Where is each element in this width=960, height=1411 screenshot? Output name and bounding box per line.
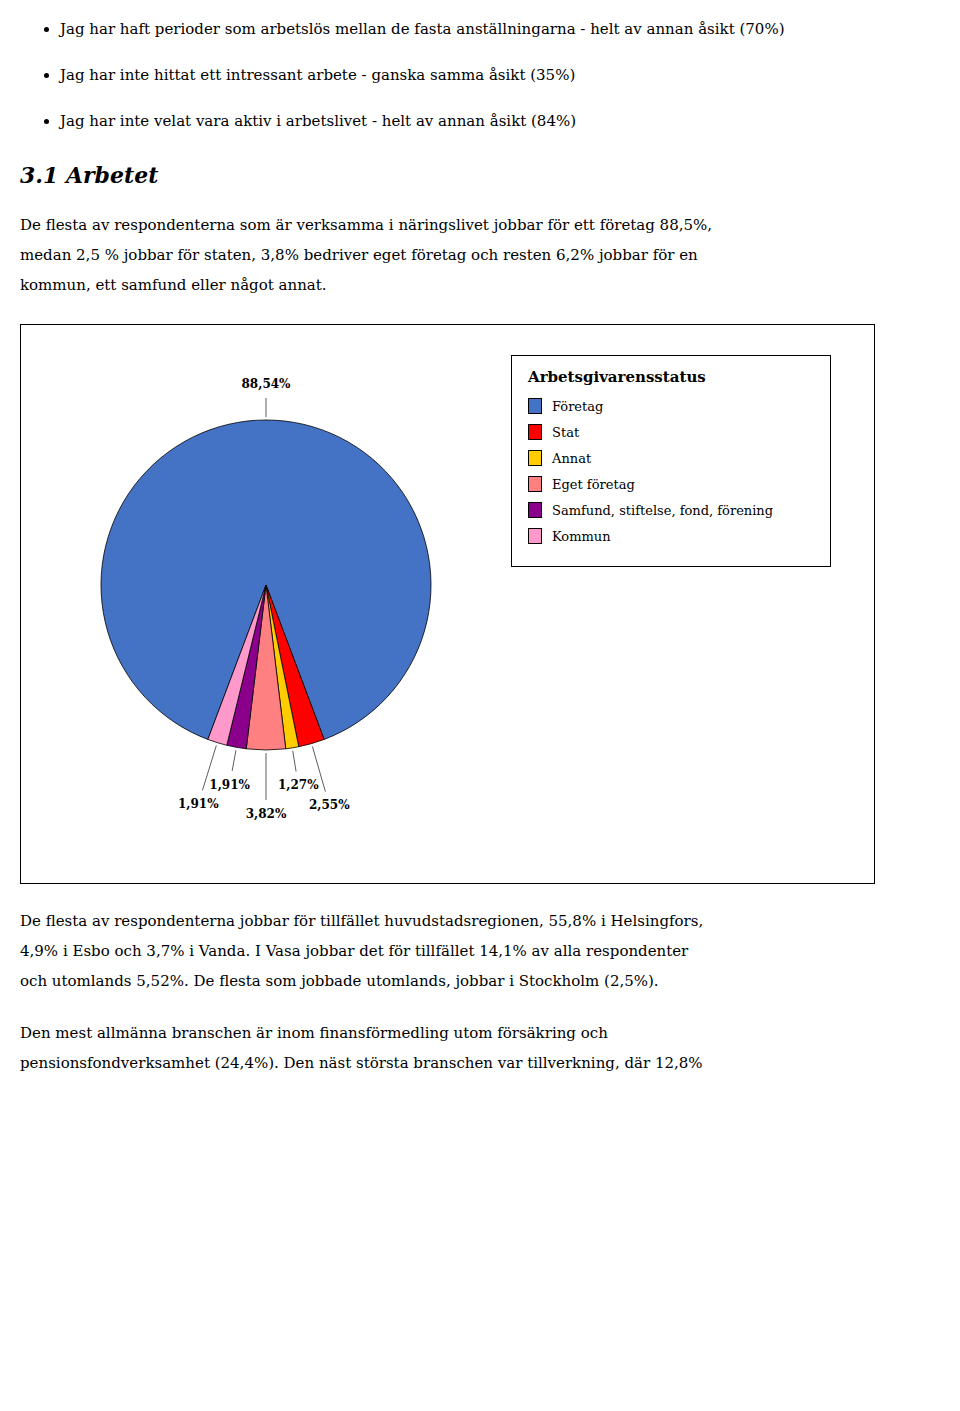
html-text:Samfund, stiftelse, fond, före: Samfund, stiftelse, fond, förening (552, 502, 774, 518)
html-text:pensionsfondverksamhet (24,4%): pensionsfondverksamhet (24,4%). Den näst… (20, 1054, 703, 1072)
html-text:Den mest allmänna branschen är: Den mest allmänna branschen är inom fina… (20, 1024, 608, 1042)
html-text:Jag har inte velat vara aktiv: Jag har inte velat vara aktiv i arbetsli… (60, 112, 577, 130)
html-text:Företag: Företag (552, 398, 604, 414)
html-text:Arbetsgivarensstatus: Arbetsgivarensstatus (528, 368, 706, 386)
html-text:Stat: Stat (552, 424, 580, 440)
html-text:medan 2,5 % jobbar för staten,: medan 2,5 % jobbar för staten, 3,8% bedr… (20, 246, 698, 264)
html-text:3.1 Arbetet: 3.1 Arbetet (20, 162, 159, 188)
html-text:De flesta av respondenterna so: De flesta av respondenterna som är verks… (20, 216, 712, 234)
svg-text:1,91%: 1,91% (178, 797, 219, 811)
svg-text:3,82%: 3,82% (246, 807, 287, 821)
svg-text:2,55%: 2,55% (309, 798, 350, 812)
svg-text:1,27%: 1,27% (278, 778, 319, 792)
html-text:kommun, ett samfund eller någo: kommun, ett samfund eller något annat. (20, 276, 327, 294)
html-text:4,9% i Esbo och 3,7% i Vanda.: 4,9% i Esbo och 3,7% i Vanda. I Vasa job… (20, 942, 689, 960)
html-text:Jag har haft perioder som arbe: Jag har haft perioder som arbetslös mell… (60, 20, 785, 38)
html-text:De flesta av respondenterna jo: De flesta av respondenterna jobbar för t… (20, 912, 704, 930)
html-text:Kommun: Kommun (552, 528, 611, 544)
html-text:Annat: Annat (552, 450, 592, 466)
html-text:och utomlands 5,52%. De flesta: och utomlands 5,52%. De flesta som jobba… (20, 972, 659, 990)
html-text:Eget företag: Eget företag (552, 476, 635, 492)
svg-text:1,91%: 1,91% (209, 778, 250, 792)
svg-text:88,54%: 88,54% (242, 377, 292, 391)
html-text:Jag har inte hittat ett intres: Jag har inte hittat ett intressant arbet… (60, 66, 576, 84)
